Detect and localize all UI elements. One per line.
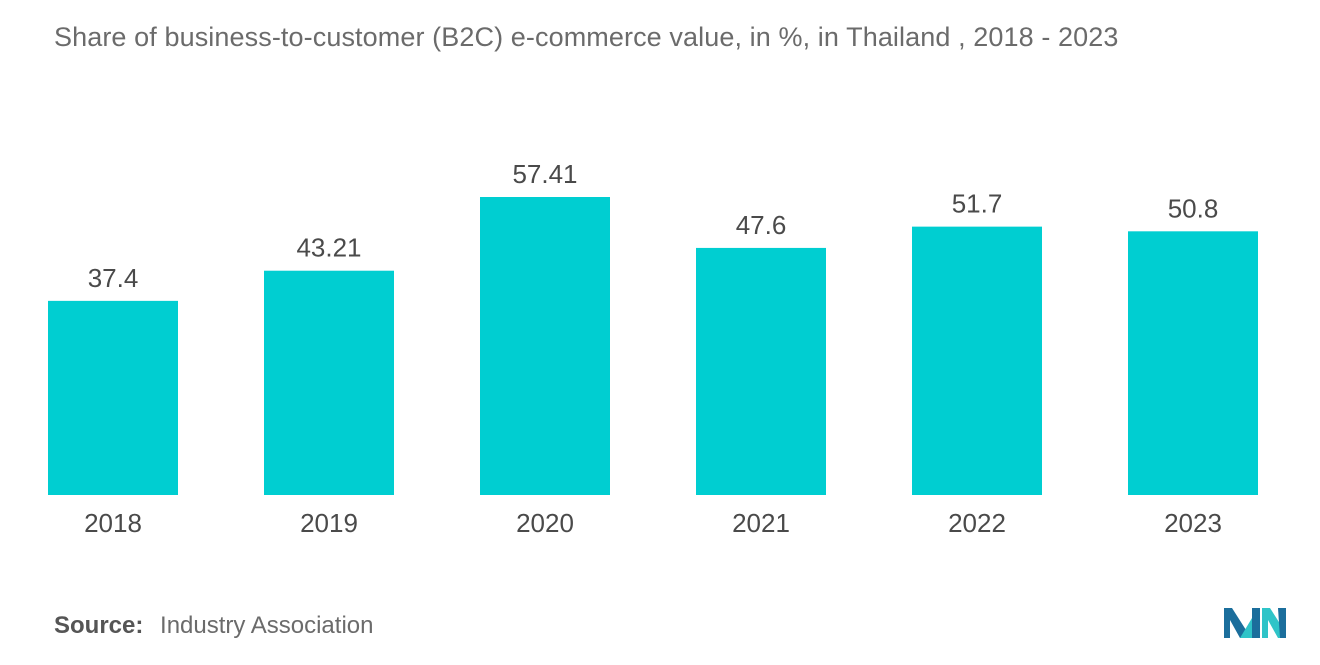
bar-2021	[696, 247, 826, 495]
x-tick-label-2019: 2019	[300, 508, 358, 538]
x-tick-label-2021: 2021	[732, 508, 790, 538]
value-label-2023: 50.8	[1168, 193, 1219, 223]
value-labels-group: 37.4 43.21 57.41 47.6 51.7 50.8	[88, 159, 1219, 293]
value-label-2018: 37.4	[88, 263, 139, 293]
value-label-2019: 43.21	[296, 233, 361, 263]
x-tick-label-2022: 2022	[948, 508, 1006, 538]
value-label-2021: 47.6	[736, 210, 787, 240]
x-tick-label-2018: 2018	[84, 508, 142, 538]
bar-2019	[264, 270, 394, 495]
source-label: Source:	[54, 612, 144, 639]
bar-2018	[48, 300, 178, 495]
source-note: Source: Industry Association	[54, 612, 373, 640]
mordor-intelligence-logo-icon	[1224, 608, 1286, 638]
chart-title: Share of business-to-customer (B2C) e-co…	[54, 22, 1119, 52]
bar-2023	[1128, 231, 1258, 496]
source-text: Industry Association	[160, 612, 374, 639]
bar-2022	[912, 226, 1042, 495]
x-axis-tick-labels: 2018 2019 2020 2021 2022 2023	[84, 508, 1222, 538]
value-label-2020: 57.41	[512, 159, 577, 189]
x-tick-label-2023: 2023	[1164, 508, 1222, 538]
x-tick-label-2020: 2020	[516, 508, 574, 538]
bars-group	[48, 197, 1258, 496]
value-label-2022: 51.7	[952, 189, 1003, 219]
bar-2020	[480, 197, 610, 495]
